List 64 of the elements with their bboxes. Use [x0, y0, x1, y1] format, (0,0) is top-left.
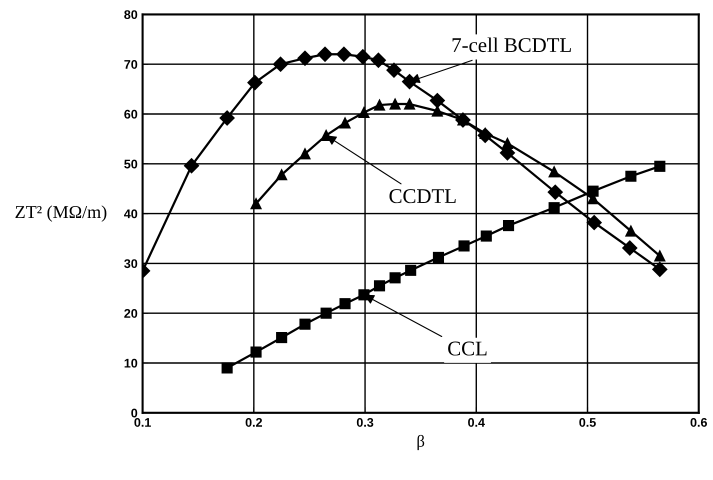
- point: [502, 138, 513, 149]
- point: [374, 99, 386, 111]
- annotation: CCDTL: [389, 189, 456, 204]
- point: [430, 92, 445, 108]
- point: [272, 56, 288, 72]
- point: [586, 214, 602, 230]
- x-tick-label: 0.5: [579, 418, 596, 427]
- point: [339, 298, 351, 310]
- annotation: 7-cell BCDTL: [452, 37, 571, 52]
- point: [390, 272, 401, 284]
- y-tick-label: 20: [124, 309, 138, 318]
- point: [374, 280, 386, 292]
- point: [184, 158, 200, 174]
- y-tick-label: 60: [124, 110, 138, 119]
- point: [297, 50, 313, 66]
- x-tick-label: 0.1: [134, 418, 151, 427]
- point: [548, 184, 563, 200]
- point: [299, 318, 311, 330]
- x-tick-label: 0.3: [356, 418, 374, 427]
- point: [220, 110, 235, 126]
- point: [502, 220, 514, 232]
- point: [336, 46, 352, 62]
- annotation: CCL: [448, 342, 487, 356]
- point: [654, 250, 666, 262]
- y-tick-label: 10: [124, 358, 138, 368]
- point: [458, 240, 470, 252]
- point: [548, 166, 560, 178]
- x-tick-label: 0.2: [246, 418, 262, 427]
- point: [299, 148, 311, 160]
- y-tick-label: 50: [124, 160, 138, 168]
- point: [339, 117, 351, 129]
- point: [652, 262, 668, 277]
- y-tick-label: 70: [124, 60, 138, 69]
- x-tick-label: 0.4: [468, 418, 485, 427]
- point: [432, 252, 444, 263]
- point: [390, 98, 401, 110]
- point: [358, 106, 370, 118]
- point: [625, 170, 636, 182]
- point: [222, 362, 233, 374]
- y-tick-label: 30: [124, 259, 138, 268]
- point: [370, 52, 386, 68]
- point: [654, 160, 666, 172]
- point: [276, 332, 288, 344]
- y-axis-title: ZT² (MΩ/m): [15, 205, 106, 222]
- point: [625, 225, 636, 237]
- point: [622, 240, 638, 256]
- point: [588, 186, 599, 197]
- x-tick-label: 0.6: [690, 418, 707, 427]
- point: [250, 198, 262, 210]
- point: [548, 202, 560, 214]
- point: [317, 46, 333, 62]
- point: [405, 264, 416, 276]
- point: [276, 169, 288, 180]
- point: [386, 62, 402, 78]
- point: [480, 230, 492, 242]
- point: [250, 346, 262, 358]
- y-tick-label: 40: [124, 209, 138, 218]
- x-axis-title: β: [418, 434, 424, 450]
- point: [404, 98, 416, 110]
- point: [247, 75, 263, 90]
- y-tick-label: 0: [131, 408, 138, 418]
- y-tick-label: 80: [124, 10, 138, 20]
- point: [320, 308, 332, 319]
- point: [355, 49, 370, 64]
